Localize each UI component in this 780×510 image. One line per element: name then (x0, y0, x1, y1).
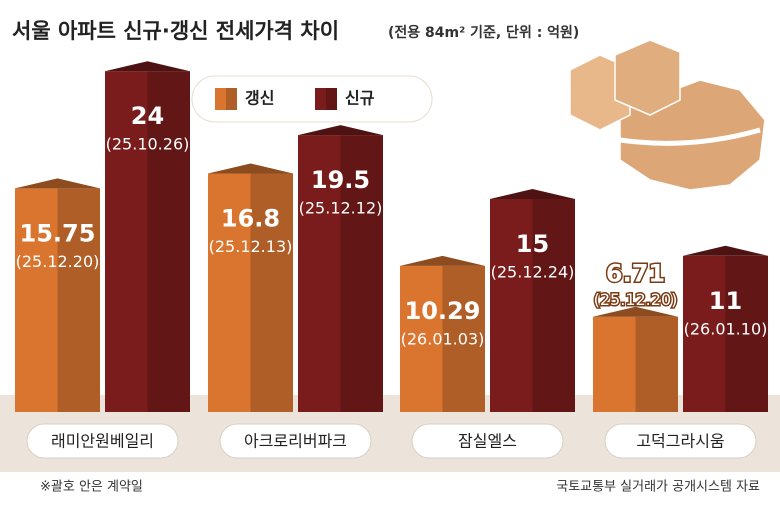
date-label: (25.12.20) (594, 290, 678, 309)
bar-left-face (400, 265, 443, 412)
bar-top (490, 189, 575, 199)
bar-right-face (340, 135, 383, 412)
source: 국토교통부 실거래가 공개시스템 자료 (556, 480, 760, 495)
x-tick-label: 잠실엘스 (458, 432, 517, 451)
bar (400, 255, 485, 412)
map-illustration (569, 39, 766, 191)
building (614, 39, 681, 116)
bar-top (400, 255, 485, 266)
bar (593, 306, 678, 412)
date-label: (26.01.03) (401, 329, 485, 348)
bar-left-face (105, 71, 148, 412)
bar-top (683, 245, 768, 256)
chart-title: 서울 아파트 신규·갱신 전세가격 차이 (12, 19, 339, 43)
bar-right-face (442, 265, 485, 412)
legend-box (191, 75, 433, 123)
bar-top (298, 125, 383, 136)
bar (298, 125, 383, 412)
river (619, 127, 761, 146)
legend-swatch-left (315, 88, 326, 110)
date-label: (25.12.24) (491, 263, 575, 282)
legend-swatch-right (226, 88, 237, 110)
bar-left-face (683, 255, 726, 412)
bar-right-face (725, 255, 768, 412)
value-label: 15 (516, 230, 549, 258)
value-label: 15.75 (20, 219, 96, 247)
value-label: 19.5 (311, 166, 370, 194)
value-label: 6.71 (606, 260, 665, 288)
value-label: 10.29 (405, 297, 481, 325)
bar-left-face (15, 188, 58, 412)
value-label: 11 (709, 287, 742, 315)
bar-top (15, 178, 100, 189)
bar-right-face (635, 316, 678, 412)
footnote: ※괄호 안은 계약일 (40, 480, 143, 495)
value-label: 16.8 (221, 204, 280, 232)
legend-swatch (315, 88, 337, 110)
bar (208, 163, 293, 412)
date-label: (25.10.26) (106, 135, 190, 154)
bar (490, 189, 575, 412)
chart-subtitle: (전용 84m² 기준, 단위 : 억원) (388, 24, 579, 41)
bar-left-face (298, 135, 341, 412)
x-tick-label: 고덕그라시움 (636, 432, 724, 451)
bar-right-face (532, 199, 575, 412)
legend-label: 갱신 (245, 89, 274, 108)
date-label: (25.12.20) (16, 252, 100, 271)
x-tick-label: 래미안원베일리 (51, 432, 154, 451)
bar-left-face (490, 199, 533, 412)
x-tick-label: 아크로리버파크 (244, 432, 347, 451)
bar (683, 245, 768, 412)
legend-swatch (215, 88, 237, 110)
bar-top (105, 61, 190, 72)
bar-right-face (147, 71, 190, 412)
bar-right-face (57, 188, 100, 412)
category-box (411, 423, 564, 459)
date-label: (25.12.13) (209, 237, 293, 256)
bar-right-face (250, 173, 293, 412)
bar-top (208, 163, 293, 174)
category-box (219, 423, 372, 459)
category-box (26, 423, 179, 459)
bar-left-face (593, 316, 636, 412)
bar (15, 178, 100, 412)
value-label: 24 (131, 102, 164, 130)
date-label: (25.12.12) (299, 199, 383, 218)
legend-swatch-left (215, 88, 226, 110)
category-box (604, 423, 757, 459)
bar-top (593, 306, 678, 317)
bar (105, 61, 190, 412)
date-label: (26.01.10) (684, 319, 768, 338)
legend-swatch-right (326, 88, 337, 110)
bar-left-face (208, 173, 251, 412)
legend-label: 신규 (345, 89, 375, 108)
